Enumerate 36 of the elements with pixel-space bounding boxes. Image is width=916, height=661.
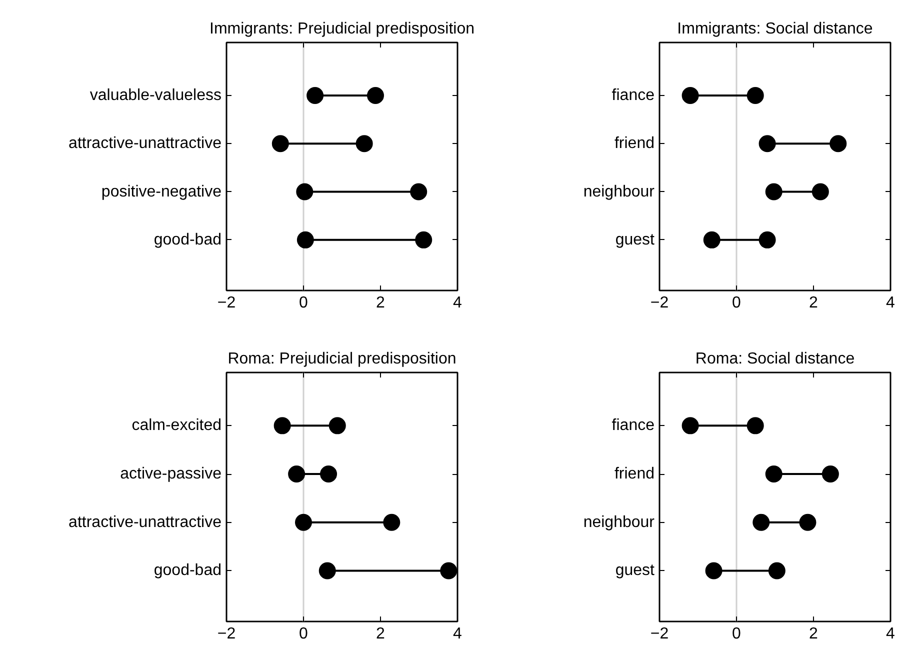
chart-title: Immigrants: Social distance <box>677 20 873 38</box>
y-tick-label: good-bad <box>154 231 222 248</box>
y-tick-label: guest <box>615 231 656 248</box>
x-tick-label: 4 <box>453 294 462 312</box>
y-tick-label: fiance <box>612 417 655 434</box>
x-tick-label: 2 <box>809 294 818 312</box>
chart-title: Roma: Social distance <box>695 350 855 368</box>
x-tick-label: 4 <box>453 626 462 642</box>
x-tick-label: −2 <box>217 294 236 312</box>
x-tick-label: −2 <box>217 626 236 642</box>
x-tick-label: 0 <box>299 626 308 642</box>
y-tick-label: good-bad <box>154 562 222 580</box>
y-tick-label: positive-negative <box>101 183 222 200</box>
y-tick-label: calm-excited <box>132 417 222 434</box>
x-tick-label: 0 <box>732 626 742 642</box>
y-tick-label: guest <box>615 562 656 580</box>
x-tick-label: −2 <box>650 294 669 312</box>
y-tick-label: neighbour <box>583 514 656 531</box>
y-tick-label: attractive-unattractive <box>68 135 222 152</box>
y-tick-label: fiance <box>612 86 655 104</box>
x-tick-label: 4 <box>886 626 896 642</box>
x-tick-label: 2 <box>376 294 386 312</box>
y-tick-label: active-passive <box>120 466 222 483</box>
chart-title: Immigrants: Prejudicial predisposition <box>210 20 474 38</box>
chart-title: Roma: Prejudicial predisposition <box>228 350 456 368</box>
x-tick-label: 2 <box>809 626 818 642</box>
x-tick-label: 0 <box>732 294 742 312</box>
y-tick-label: attractive-unattractive <box>68 514 222 531</box>
x-tick-label: 2 <box>376 626 386 642</box>
y-tick-label: friend <box>614 466 655 483</box>
x-tick-label: 0 <box>299 294 308 312</box>
y-tick-label: friend <box>614 135 655 152</box>
y-tick-label: valuable-valueless <box>90 86 222 104</box>
x-tick-label: −2 <box>650 626 669 642</box>
x-tick-label: 4 <box>886 294 896 312</box>
y-tick-label: neighbour <box>583 183 656 200</box>
